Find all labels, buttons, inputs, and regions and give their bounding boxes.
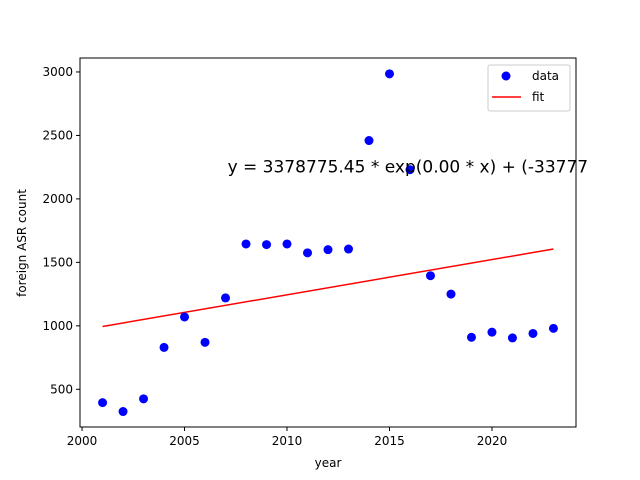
- data-point: [487, 327, 497, 337]
- data-point: [200, 337, 210, 347]
- data-point: [139, 394, 149, 404]
- data-point: [262, 240, 272, 250]
- y-tick-label: 2500: [42, 128, 73, 142]
- data-point: [282, 239, 292, 249]
- data-point: [323, 245, 333, 255]
- fit-equation-annotation: y = 3378775.45 * exp(0.00 * x) + (-33777: [228, 158, 589, 178]
- y-axis-ticks: 500 1000 1500 2000 2500 3000: [42, 65, 80, 396]
- data-point: [98, 398, 108, 408]
- y-tick-label: 3000: [42, 65, 73, 79]
- legend-data-marker: [501, 71, 511, 81]
- data-point: [221, 293, 231, 303]
- data-point: [384, 69, 394, 79]
- data-point: [118, 407, 128, 417]
- y-tick-label: 2000: [42, 192, 73, 206]
- data-point: [405, 165, 415, 175]
- legend-fit-label: fit: [532, 90, 545, 104]
- y-tick-label: 1000: [42, 319, 73, 333]
- data-point: [548, 323, 558, 333]
- x-tick-label: 2020: [477, 434, 508, 448]
- fit-series: [102, 248, 554, 328]
- data-point: [241, 239, 251, 249]
- data-point: [343, 244, 353, 254]
- y-tick-label: 500: [50, 382, 73, 396]
- data-point: [446, 289, 456, 299]
- data-point: [159, 342, 169, 352]
- data-point: [364, 136, 374, 146]
- plot-area: [79, 57, 577, 428]
- data-point: [528, 328, 538, 338]
- data-point: [303, 248, 313, 258]
- x-tick-label: 2010: [272, 434, 303, 448]
- x-tick-label: 2015: [374, 434, 405, 448]
- fit-line: [102, 248, 554, 328]
- x-axis-label: year: [315, 456, 342, 470]
- y-axis-label: foreign ASR count: [15, 189, 29, 297]
- data-point: [180, 312, 190, 322]
- x-tick-label: 2005: [169, 434, 200, 448]
- data-series: [98, 69, 558, 417]
- legend: data fit: [487, 64, 571, 112]
- x-tick-label: 2000: [67, 434, 98, 448]
- data-point: [466, 332, 476, 342]
- x-axis-ticks: 2000 2005 2010 2015 2020: [67, 427, 507, 448]
- data-point: [425, 271, 435, 281]
- data-point: [507, 333, 517, 343]
- legend-data-label: data: [532, 69, 559, 83]
- y-tick-label: 1500: [42, 255, 73, 269]
